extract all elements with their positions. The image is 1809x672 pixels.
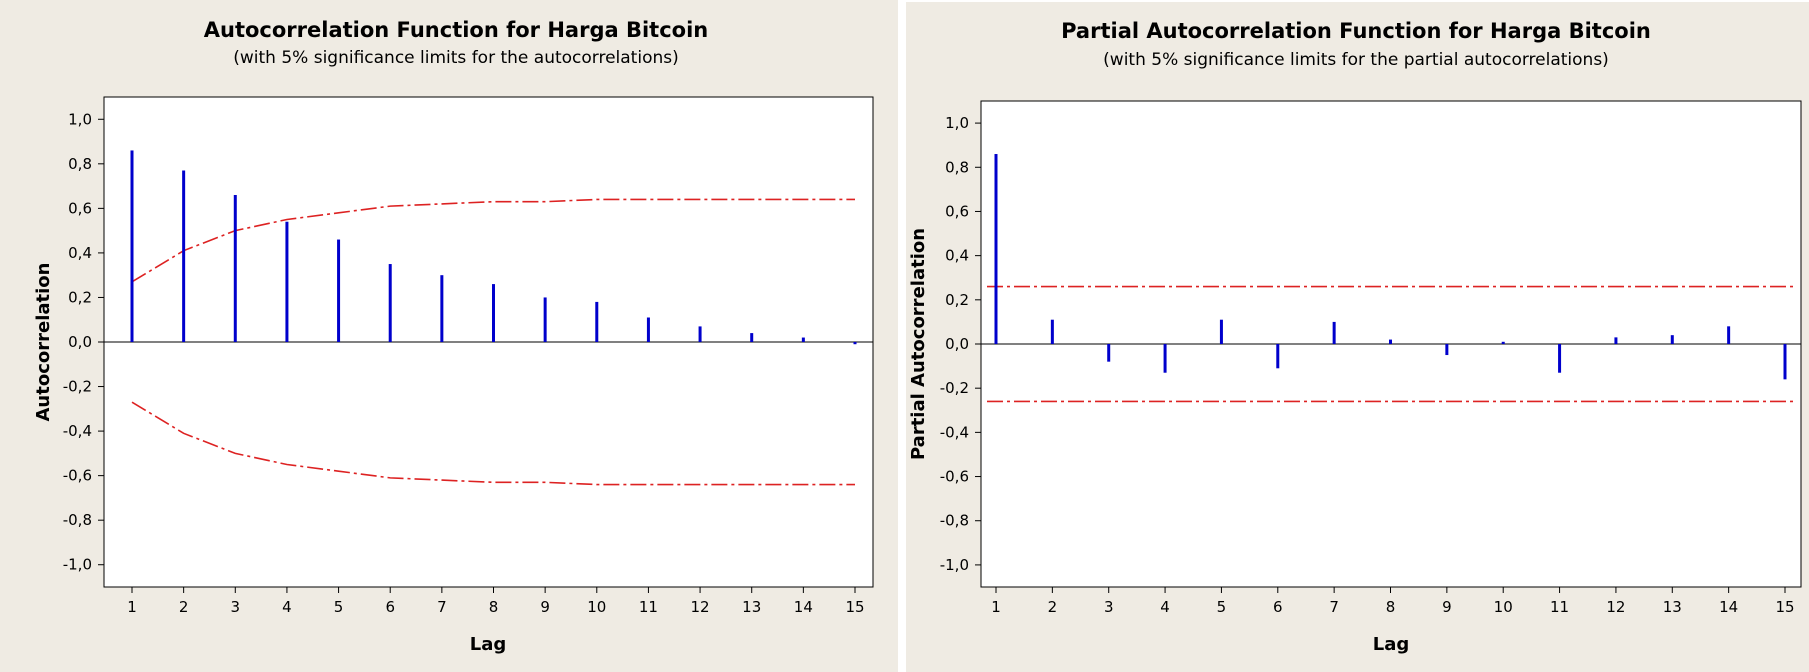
pacf-x-tick-label: 1 bbox=[991, 598, 1001, 616]
pacf-y-tick-label: -1,0 bbox=[940, 556, 969, 574]
acf-bar-lag-11 bbox=[646, 317, 650, 342]
pacf-x-tick-label: 9 bbox=[1442, 598, 1452, 616]
acf-bar-lag-7 bbox=[440, 275, 444, 342]
pacf-x-tick-label: 14 bbox=[1719, 598, 1738, 616]
acf-y-tick-label: 1,0 bbox=[68, 110, 92, 128]
acf-bar-lag-13 bbox=[750, 333, 754, 342]
pacf-x-tick-label: 5 bbox=[1217, 598, 1227, 616]
pacf-bar-lag-7 bbox=[1332, 321, 1336, 344]
acf-x-tick-label: 15 bbox=[845, 598, 864, 616]
acf-x-tick-label: 10 bbox=[587, 598, 606, 616]
acf-chart: Autocorrelation Function for Harga Bitco… bbox=[33, 18, 874, 655]
pacf-y-tick-label: 0,4 bbox=[945, 247, 969, 265]
pacf-x-tick-label: 10 bbox=[1494, 598, 1513, 616]
pacf-y-tick-label: -0,2 bbox=[940, 379, 969, 397]
pacf-y-tick-label: -0,4 bbox=[940, 423, 969, 441]
pacf-bar-lag-4 bbox=[1163, 344, 1167, 373]
acf-bar-lag-10 bbox=[595, 301, 599, 342]
pacf-bar-lag-14 bbox=[1727, 326, 1731, 344]
acf-marks: 1,00,80,60,40,20,0-0,2-0,4-0,6-0,8-1,01 2… bbox=[63, 110, 873, 616]
acf-bar-lag-15 bbox=[853, 342, 857, 345]
pacf-bar-lag-11 bbox=[1558, 344, 1562, 373]
acf-x-tick-label: 6 bbox=[385, 598, 395, 616]
acf-chart-panel: Autocorrelation Function for Harga Bitco… bbox=[0, 0, 898, 672]
pacf-x-tick-label: 13 bbox=[1663, 598, 1682, 616]
pacf-bar-lag-2 bbox=[1050, 319, 1054, 344]
pacf-y-tick-label: 0,6 bbox=[945, 202, 969, 220]
acf-bar-lag-4 bbox=[285, 221, 289, 342]
pacf-bar-lag-5 bbox=[1219, 319, 1223, 344]
acf-bar-lag-1 bbox=[130, 150, 134, 342]
acf-bar-lag-14 bbox=[801, 337, 805, 342]
acf-x-tick-label: 1 bbox=[127, 598, 137, 616]
acf-x-tick-label: 8 bbox=[489, 598, 499, 616]
acf-x-tick-label: 4 bbox=[282, 598, 292, 616]
acf-y-tick-label: -0,4 bbox=[63, 422, 92, 440]
pacf-y-tick-label: -0,8 bbox=[940, 512, 969, 530]
pacf-chart-panel: Partial Autocorrelation Function for Har… bbox=[906, 2, 1809, 672]
acf-bar-lag-5 bbox=[337, 239, 341, 342]
pacf-bar-lag-12 bbox=[1614, 337, 1618, 344]
acf-y-tick-label: 0,8 bbox=[68, 155, 92, 173]
acf-x-axis-label: Lag bbox=[470, 634, 507, 655]
pacf-x-tick-label: 12 bbox=[1606, 598, 1625, 616]
acf-x-tick-label: 12 bbox=[691, 598, 710, 616]
acf-y-tick-label: -0,8 bbox=[63, 511, 92, 529]
acf-x-tick-label: 3 bbox=[231, 598, 241, 616]
pacf-x-tick-label: 4 bbox=[1160, 598, 1170, 616]
pacf-y-tick-label: 0,2 bbox=[945, 291, 969, 309]
pacf-x-tick-label: 11 bbox=[1550, 598, 1569, 616]
acf-y-tick-label: 0,4 bbox=[68, 244, 92, 262]
acf-bar-lag-3 bbox=[233, 195, 237, 342]
pacf-bar-lag-3 bbox=[1107, 344, 1111, 362]
pacf-x-tick-label: 2 bbox=[1048, 598, 1058, 616]
pacf-chart: Partial Autocorrelation Function for Har… bbox=[908, 19, 1802, 655]
pacf-y-tick-label: 0,0 bbox=[945, 335, 969, 353]
acf-bar-lag-8 bbox=[492, 284, 495, 342]
acf-bar-lag-12 bbox=[698, 326, 702, 342]
pacf-x-tick-label: 6 bbox=[1273, 598, 1283, 616]
pacf-x-axis-label: Lag bbox=[1373, 634, 1410, 655]
pacf-bar-lag-9 bbox=[1445, 344, 1449, 356]
acf-x-tick-label: 14 bbox=[794, 598, 813, 616]
acf-x-tick-label: 13 bbox=[742, 598, 761, 616]
acf-bar-lag-9 bbox=[543, 297, 547, 342]
pacf-x-tick-label: 15 bbox=[1775, 598, 1794, 616]
acf-y-tick-label: -0,6 bbox=[63, 467, 92, 485]
acf-chart-subtitle: (with 5% significance limits for the aut… bbox=[233, 48, 679, 68]
pacf-bar-lag-15 bbox=[1783, 344, 1787, 380]
acf-x-tick-label: 2 bbox=[179, 598, 189, 616]
acf-bar-lag-2 bbox=[182, 170, 186, 342]
pacf-x-tick-label: 7 bbox=[1329, 598, 1339, 616]
pacf-y-tick-label: 0,8 bbox=[945, 158, 969, 176]
acf-y-tick-label: 0,2 bbox=[68, 288, 92, 306]
acf-x-tick-label: 11 bbox=[639, 598, 658, 616]
acf-chart-title: Autocorrelation Function for Harga Bitco… bbox=[204, 18, 708, 42]
acf-y-axis-label: Autocorrelation bbox=[33, 263, 54, 422]
acf-bar-lag-6 bbox=[388, 264, 392, 342]
acf-y-tick-label: -1,0 bbox=[63, 556, 92, 574]
acf-y-tick-label: 0,0 bbox=[68, 333, 92, 351]
pacf-bar-lag-1 bbox=[994, 154, 998, 344]
pacf-chart-title: Partial Autocorrelation Function for Har… bbox=[1061, 19, 1651, 43]
pacf-x-tick-label: 8 bbox=[1386, 598, 1396, 616]
acf-x-tick-label: 9 bbox=[540, 598, 550, 616]
pacf-bar-lag-13 bbox=[1670, 335, 1674, 344]
acf-x-tick-label: 7 bbox=[437, 598, 447, 616]
pacf-bar-lag-10 bbox=[1501, 341, 1505, 344]
acf-y-tick-label: -0,2 bbox=[63, 378, 92, 396]
pacf-bar-lag-8 bbox=[1389, 339, 1392, 344]
pacf-bar-lag-6 bbox=[1276, 344, 1280, 369]
acf-x-tick-label: 5 bbox=[334, 598, 344, 616]
pacf-chart-subtitle: (with 5% significance limits for the par… bbox=[1103, 50, 1609, 70]
pacf-x-tick-label: 3 bbox=[1104, 598, 1114, 616]
pacf-y-axis-label: Partial Autocorrelation bbox=[908, 228, 929, 460]
pacf-marks: 1,00,80,60,40,20,0-0,2-0,4-0,6-0,8-1,01 2… bbox=[940, 114, 1801, 616]
acf-y-tick-label: 0,6 bbox=[68, 199, 92, 217]
pacf-y-tick-label: 1,0 bbox=[945, 114, 969, 132]
pacf-y-tick-label: -0,6 bbox=[940, 468, 969, 486]
